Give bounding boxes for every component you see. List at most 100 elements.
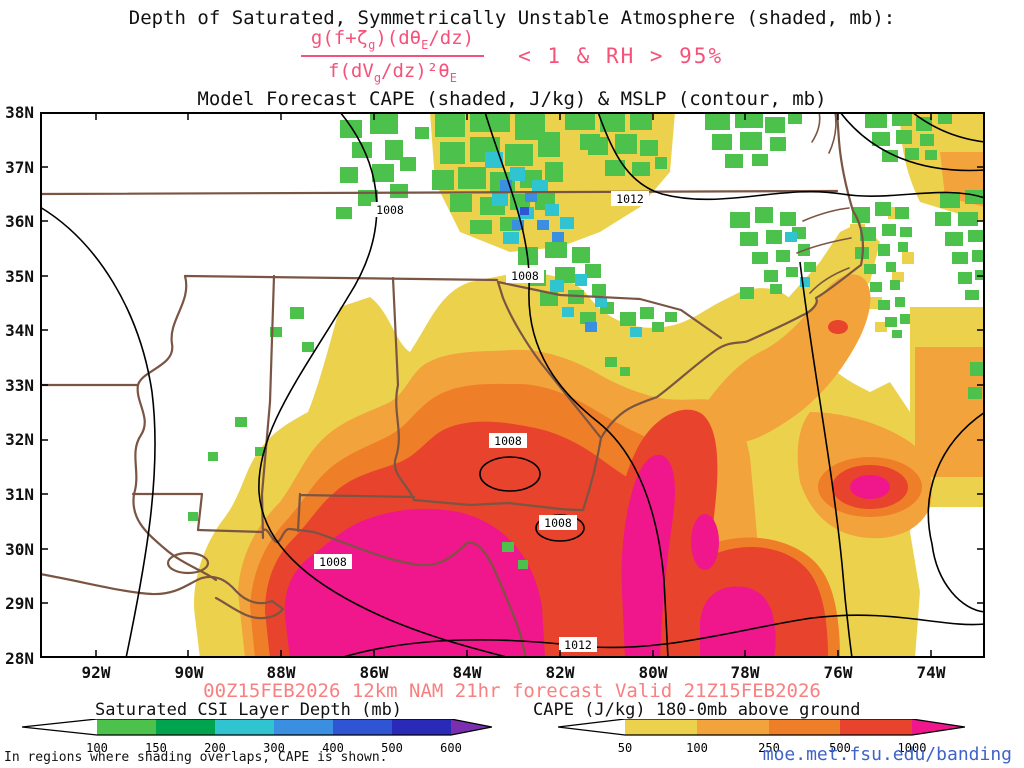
contour-1008-closed-a: [479, 456, 541, 492]
csi-colorbar-segment: [97, 719, 156, 735]
csi-colorbar-arrow-left: [22, 719, 97, 735]
lat-tick-label: 37N: [5, 158, 34, 177]
cape-shading-layer: [194, 112, 985, 658]
cape-colorbar: 50 100 250 500 1000: [557, 718, 966, 768]
cape-colorbar-arrow-left: [558, 719, 625, 735]
lat-tick-label: 28N: [5, 649, 34, 668]
lat-tick-label: 38N: [5, 103, 34, 122]
lat-tick-label: 34N: [5, 321, 34, 340]
atlantic-coastline: [581, 112, 864, 512]
contour-label: 1008: [494, 434, 522, 448]
csi-colorbar-segment: [156, 719, 215, 735]
cape-colorbar-segment: [769, 719, 840, 735]
contour-label: 1008: [376, 203, 404, 217]
cape-scale-value: 250: [758, 741, 780, 755]
border-al-ga: [391, 276, 416, 502]
contour-1012-south: [339, 614, 985, 658]
csi-scale-value: 200: [204, 741, 226, 755]
border-35N: [183, 274, 499, 282]
cape-scale-value: 1000: [898, 741, 927, 755]
lon-tick-label: 80W: [638, 663, 668, 682]
website-link[interactable]: moe.met.fsu.edu/banding: [762, 744, 1012, 765]
csi-colorbar-arrow-right: [451, 719, 492, 735]
lat-tick-label: 30N: [5, 540, 34, 559]
cape-colorbar-segment: [840, 719, 912, 735]
lon-tick-label: 84W: [452, 663, 482, 682]
lon-tick-label: 90W: [174, 663, 204, 682]
contour-1008-west: [258, 112, 511, 658]
contour-topright-a: [839, 112, 985, 172]
csi-colorbar-segment: [392, 719, 451, 735]
cape-magenta-blotch: [691, 514, 719, 570]
map-canvas: 1008 1008 1008 1008 1008 1012 1012: [40, 112, 985, 658]
csi-colorbar-segment: [215, 719, 274, 735]
contour-1008-east: [484, 112, 669, 658]
contour-label: 1008: [511, 269, 539, 283]
sounds-estuaries: [796, 112, 852, 294]
csi-scale-value: 150: [145, 741, 167, 755]
cape-scale-value: 50: [618, 741, 632, 755]
csi-dark-blue-patch: [520, 207, 529, 215]
overlap-note: In regions where shading overlaps, CAPE …: [4, 750, 388, 765]
csi-colorbar-segment: [333, 719, 392, 735]
cape-orange-right-edge: [915, 152, 985, 477]
mississippi-river: [132, 274, 218, 582]
cape-magenta-spot-east: [850, 475, 890, 499]
border-ga-sc: [496, 280, 603, 440]
page-title: Depth of Saturated, Symmetrically Unstab…: [128, 7, 896, 29]
lon-tick-label: 78W: [730, 663, 760, 682]
border-ms-al: [260, 274, 276, 540]
lat-tick-label: 33N: [5, 376, 34, 395]
lat-axis: 38N 37N 36N 35N 34N 33N 32N 31N 30N 29N …: [0, 0, 37, 768]
lat-tick-label: 32N: [5, 430, 34, 449]
lon-tick-label: 92W: [81, 663, 111, 682]
contour-topright-b: [911, 112, 985, 143]
lake-pontchartrain: [166, 551, 210, 575]
formula-denominator: f(dVg/dz)²θE: [328, 59, 457, 85]
cape-red-speck-coast: [828, 320, 848, 334]
lat-tick-label: 35N: [5, 267, 34, 286]
csi-scale-value: 400: [322, 741, 344, 755]
border-36-5N: [40, 189, 839, 196]
lon-tick-label: 74W: [916, 663, 946, 682]
forecast-map: 1008 1008 1008 1008 1008 1012 1012: [40, 112, 985, 658]
cape-colorbar-segment: [697, 719, 769, 735]
state-borders: [40, 112, 864, 658]
lon-ticks: [95, 112, 932, 658]
cape-legend-title: CAPE (J/kg) 180-0mb above ground: [533, 700, 861, 720]
contour-west-trough: [40, 206, 156, 658]
cape-scale-value: 500: [829, 741, 851, 755]
csi-criterion-formula: g(f+ζg)(dθE/dz) f(dVg/dz)²θE < 1 & RH > …: [0, 27, 1024, 85]
lat-tick-label: 29N: [5, 594, 34, 613]
csi-cyan-patches: [485, 152, 810, 337]
csi-colorbar: 100 150 200 300 400 500 600: [21, 718, 493, 768]
cape-orange-coastal-band: [700, 274, 871, 442]
lat-tick-label: 31N: [5, 485, 34, 504]
cape-scale-value: 100: [686, 741, 708, 755]
contour-east-meridional: [799, 261, 853, 658]
csi-green-patches: [188, 112, 985, 569]
csi-scale-value: 300: [263, 741, 285, 755]
formula-fraction: g(f+ζg)(dθE/dz) f(dVg/dz)²θE: [300, 27, 485, 85]
cape-magenta-bottom-mid: [700, 586, 776, 658]
formula-condition: < 1 & RH > 95%: [518, 43, 724, 68]
lon-tick-label: 86W: [359, 663, 389, 682]
contour-1012-north: [597, 112, 985, 201]
forecast-valid-line: 00Z15FEB2026 12km NAM 21hr forecast Vali…: [203, 680, 821, 702]
chart-subtitle: Model Forecast CAPE (shaded, J/kg) & MSL…: [197, 88, 827, 110]
csi-legend-title: Saturated CSI Layer Depth (mb): [95, 700, 403, 720]
lon-tick-label: 82W: [545, 663, 575, 682]
contour-labels: 1008 1008 1008 1008 1008 1012 1012: [314, 191, 649, 652]
cape-colorbar-segment: [625, 719, 697, 735]
csi-scale-value: 500: [381, 741, 403, 755]
csi-scale-value: 100: [86, 741, 108, 755]
lon-tick-label: 88W: [266, 663, 296, 682]
border-al-fl-31N: [296, 492, 416, 533]
cape-magenta-streak: [621, 454, 675, 658]
contour-bottomright-arc: [927, 411, 985, 613]
border-nc-sc: [496, 280, 723, 340]
contour-label: 1008: [544, 516, 572, 530]
contour-label: 1008: [319, 555, 347, 569]
border-ms-la-31N: [131, 492, 204, 532]
